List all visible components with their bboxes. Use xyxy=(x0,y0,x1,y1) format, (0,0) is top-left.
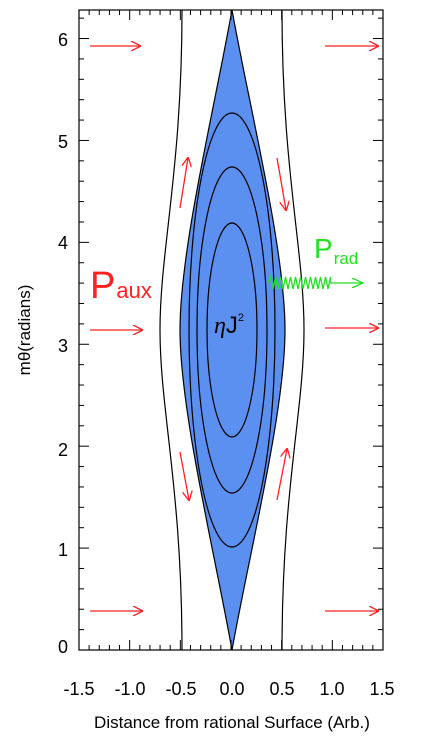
contour-2 xyxy=(196,166,268,494)
y-tick-label: 6 xyxy=(58,30,68,50)
y-tick-label: 2 xyxy=(58,440,68,460)
y-tick-label: 4 xyxy=(58,233,68,253)
heat-flow-arrows xyxy=(90,46,378,611)
separatrix-right xyxy=(281,10,305,650)
y-tick-label: 5 xyxy=(58,132,68,152)
arrow-inner-lower-left xyxy=(179,451,189,500)
magnetic-island xyxy=(179,10,286,650)
contour-1 xyxy=(188,112,276,548)
radiation-wave xyxy=(267,274,332,290)
x-tick-labels: -1.5 -1.0 -0.5 0.0 0.5 1.0 1.5 xyxy=(63,679,394,699)
x-axis-label: Distance from rational Surface (Arb.) xyxy=(94,713,370,732)
p-aux-label: Paux xyxy=(90,265,152,307)
y-axis-label: mθ(radians) xyxy=(15,285,34,376)
x-tick-label: -1.0 xyxy=(114,679,145,699)
arrow-inner-lower-right xyxy=(276,449,287,501)
eta-j2-label: ηJ2 xyxy=(214,312,244,339)
axis-ticks xyxy=(78,10,384,651)
x-tick-label: -1.5 xyxy=(63,679,94,699)
radiation-arrow xyxy=(267,274,363,290)
x-tick-label: 0.5 xyxy=(269,679,294,699)
p-rad-label: Prad xyxy=(314,233,358,268)
y-tick-labels: 0 1 2 3 4 5 6 xyxy=(58,30,68,657)
contour-3 xyxy=(206,222,258,438)
arrow-inner-upper-right xyxy=(276,157,286,210)
y-tick-label: 0 xyxy=(58,637,68,657)
arrow-inner-upper-left xyxy=(179,158,188,209)
y-tick-label: 3 xyxy=(58,336,68,356)
separatrix-left xyxy=(159,10,183,650)
y-tick-label: 1 xyxy=(58,540,68,560)
x-tick-label: 1.5 xyxy=(369,679,394,699)
x-tick-label: 0.0 xyxy=(219,679,244,699)
x-tick-label: -0.5 xyxy=(165,679,196,699)
x-tick-label: 1.0 xyxy=(319,679,344,699)
